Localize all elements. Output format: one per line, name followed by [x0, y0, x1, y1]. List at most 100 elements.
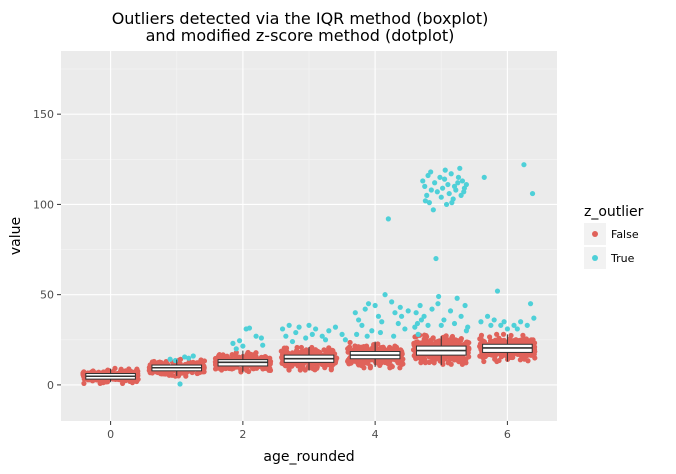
true-point [319, 333, 325, 339]
true-point [451, 320, 458, 327]
true-point [463, 181, 469, 188]
false-point [520, 332, 526, 338]
true-point [293, 329, 299, 336]
legend-title: z_outlier [584, 204, 644, 220]
false-point [525, 338, 531, 345]
false-point [286, 362, 292, 368]
true-point [389, 299, 395, 305]
false-point [458, 335, 464, 342]
true-point [529, 190, 536, 197]
legend: z_outlier False True [584, 204, 644, 269]
false-point [245, 349, 251, 356]
false-point [435, 355, 442, 362]
true-point [438, 194, 444, 200]
false-point [521, 338, 527, 344]
true-point [442, 167, 448, 173]
true-point [326, 328, 332, 334]
true-point [448, 171, 454, 177]
false-point [283, 347, 289, 354]
false-point [233, 353, 239, 359]
false-point [503, 352, 510, 359]
true-point [462, 302, 468, 309]
true-point [352, 310, 358, 316]
true-point [230, 340, 236, 346]
true-point [491, 317, 497, 323]
true-point [190, 353, 196, 359]
true-point [177, 381, 183, 387]
false-point [488, 352, 495, 358]
true-point [359, 322, 365, 328]
true-point [342, 337, 348, 343]
false-point [400, 356, 406, 362]
x-tick-label: 6 [504, 428, 511, 441]
true-point [385, 216, 391, 222]
false-point [329, 347, 335, 353]
true-point [435, 301, 441, 307]
chart-title-line2: and modified z-score method (dotplot) [146, 26, 455, 45]
true-point [434, 189, 440, 195]
true-point [421, 313, 427, 319]
legend-key-true [592, 255, 598, 261]
true-point [372, 302, 378, 309]
false-point [421, 336, 427, 342]
false-point [367, 363, 373, 369]
true-point [457, 165, 463, 171]
true-point [459, 178, 466, 184]
true-point [463, 328, 469, 334]
true-point [424, 192, 430, 198]
true-point [415, 331, 421, 337]
false-point [261, 354, 267, 360]
false-point [487, 334, 493, 340]
x-tick-label: 4 [372, 428, 379, 441]
true-points [167, 162, 537, 387]
true-point [375, 313, 382, 319]
true-point [365, 301, 372, 307]
false-point [286, 367, 292, 373]
true-point [494, 288, 501, 294]
false-point [314, 365, 320, 371]
false-point [511, 337, 518, 343]
false-point [358, 344, 364, 350]
chart-title-line1: Outliers detected via the IQR method (bo… [112, 9, 489, 28]
false-point [395, 359, 401, 365]
false-point [447, 355, 453, 362]
true-point [432, 180, 438, 186]
true-point [521, 162, 527, 168]
true-point [458, 313, 464, 319]
true-point [436, 293, 442, 300]
true-point [296, 324, 302, 330]
false-point [500, 331, 507, 337]
false-point [201, 364, 207, 370]
true-point [426, 200, 432, 206]
true-point [524, 322, 530, 328]
true-point [501, 319, 507, 325]
true-point [260, 342, 266, 348]
false-point [223, 365, 229, 371]
true-point [445, 181, 451, 188]
true-point [478, 319, 484, 325]
true-point [240, 343, 246, 349]
true-point [439, 185, 446, 191]
true-point [422, 183, 428, 189]
false-point [481, 339, 488, 345]
true-point [413, 310, 419, 316]
true-point [484, 313, 491, 319]
false-point [358, 362, 364, 369]
true-point [518, 319, 524, 325]
false-point [81, 380, 87, 386]
false-point [446, 339, 452, 345]
true-point [289, 338, 296, 345]
true-point [498, 322, 504, 328]
false-point [495, 338, 501, 345]
legend-label-false: False [611, 228, 639, 241]
true-point [454, 295, 460, 301]
true-point [313, 326, 319, 332]
false-point [520, 355, 526, 361]
true-point [481, 174, 487, 180]
false-point [375, 341, 381, 347]
true-point [418, 317, 425, 323]
y-ticks: 0 50 100 150 [33, 108, 61, 392]
false-point [431, 360, 437, 366]
true-point [258, 335, 264, 341]
